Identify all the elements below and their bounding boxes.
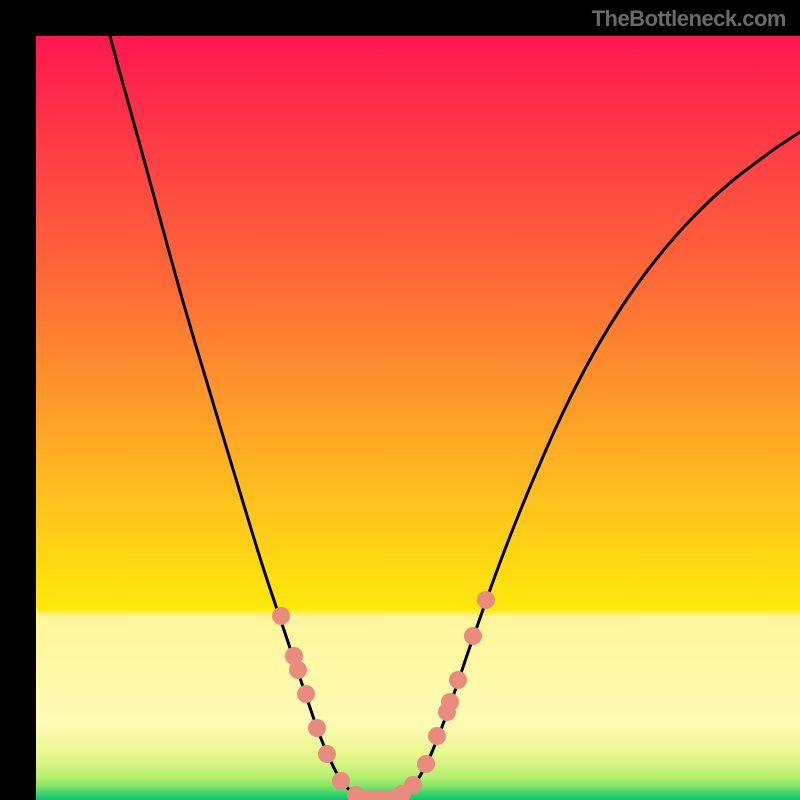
marker-point xyxy=(297,685,315,703)
marker-point xyxy=(318,745,336,763)
marker-point xyxy=(332,772,350,790)
watermark-text: TheBottleneck.com xyxy=(592,6,786,32)
marker-point xyxy=(477,591,495,609)
marker-point xyxy=(464,627,482,645)
marker-point xyxy=(272,607,290,625)
marker-point xyxy=(308,719,326,737)
marker-point xyxy=(404,776,422,794)
marker-point xyxy=(428,727,446,745)
marker-point xyxy=(289,661,307,679)
chart-container: TheBottleneck.com xyxy=(0,0,800,800)
marker-point xyxy=(441,693,459,711)
curve-svg xyxy=(0,0,800,800)
marker-point xyxy=(449,671,467,689)
marker-point xyxy=(417,755,435,773)
